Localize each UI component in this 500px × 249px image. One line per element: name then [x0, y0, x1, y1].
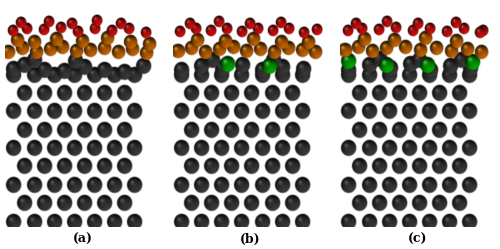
Text: (a): (a) [72, 233, 92, 246]
Text: (b): (b) [240, 233, 260, 246]
Text: (c): (c) [408, 233, 427, 246]
